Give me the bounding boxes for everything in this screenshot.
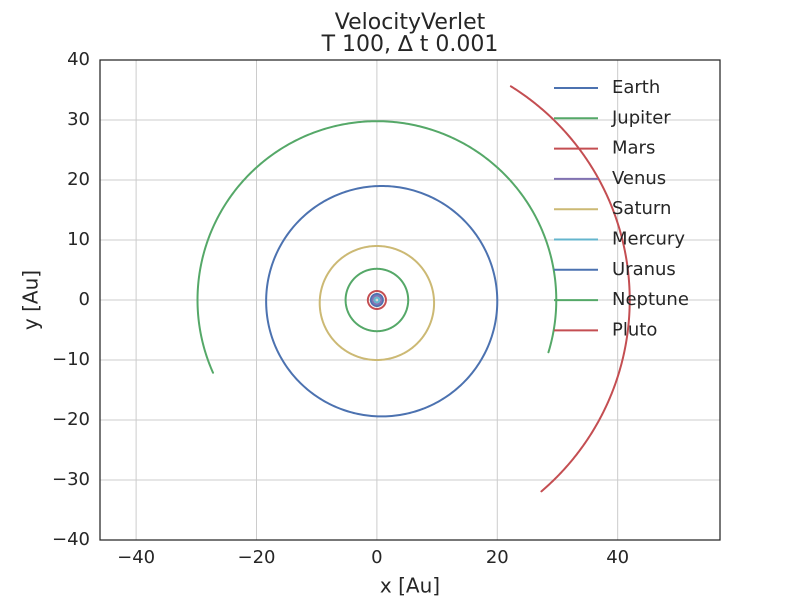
orbit-jupiter xyxy=(344,267,410,333)
y-tick-label: 30 xyxy=(67,109,90,130)
legend: Earth Jupiter Mars Venus Saturn Mercury Uranus… xyxy=(554,77,689,340)
chart-title-line-1: VelocityVerlet xyxy=(335,10,486,35)
y-tick-label: −40 xyxy=(52,529,90,550)
legend-label-jupiter: Jupiter xyxy=(611,107,671,128)
y-axis-label: y [Au] xyxy=(19,270,43,330)
legend-label-earth: Earth xyxy=(612,77,660,98)
orbit-saturn xyxy=(318,245,436,361)
orbit-uranus xyxy=(265,185,499,418)
y-tick-label: 40 xyxy=(67,49,90,70)
orbit-pluto xyxy=(509,85,631,493)
y-tick-label: 0 xyxy=(79,289,90,310)
x-tick-label: 40 xyxy=(606,547,629,568)
y-tick-label: −30 xyxy=(52,469,90,490)
legend-label-mars: Mars xyxy=(612,138,655,159)
legend-label-mercury: Mercury xyxy=(612,229,685,250)
legend-label-saturn: Saturn xyxy=(612,198,671,219)
x-tick-label: 20 xyxy=(486,547,509,568)
legend-label-pluto: Pluto xyxy=(612,319,657,340)
legend-label-venus: Venus xyxy=(612,168,666,189)
orbit-venus xyxy=(371,294,383,306)
legend-label-neptune: Neptune xyxy=(612,289,689,310)
plot-frame xyxy=(99,59,721,541)
x-axis-ticks: −40 −20 0 20 40 xyxy=(117,547,629,568)
orbit-neptune xyxy=(196,120,558,374)
x-tick-label: −40 xyxy=(117,547,155,568)
legend-label-uranus: Uranus xyxy=(612,259,676,280)
y-tick-label: 20 xyxy=(67,169,90,190)
plot-series xyxy=(196,85,631,493)
y-axis-ticks: −40 −30 −20 −10 0 10 20 30 40 xyxy=(52,49,90,550)
x-axis-label: x [Au] xyxy=(380,574,440,598)
y-tick-label: 10 xyxy=(67,229,90,250)
orbit-mars xyxy=(366,290,387,310)
y-tick-label: −10 xyxy=(52,349,90,370)
orbit-earth xyxy=(369,293,384,307)
x-tick-label: −20 xyxy=(238,547,276,568)
chart-title-line-2: T 100, ∆ t 0.001 xyxy=(321,32,499,57)
orbit-mercury xyxy=(373,296,381,304)
x-tick-label: 0 xyxy=(371,547,382,568)
y-tick-label: −20 xyxy=(52,409,90,430)
